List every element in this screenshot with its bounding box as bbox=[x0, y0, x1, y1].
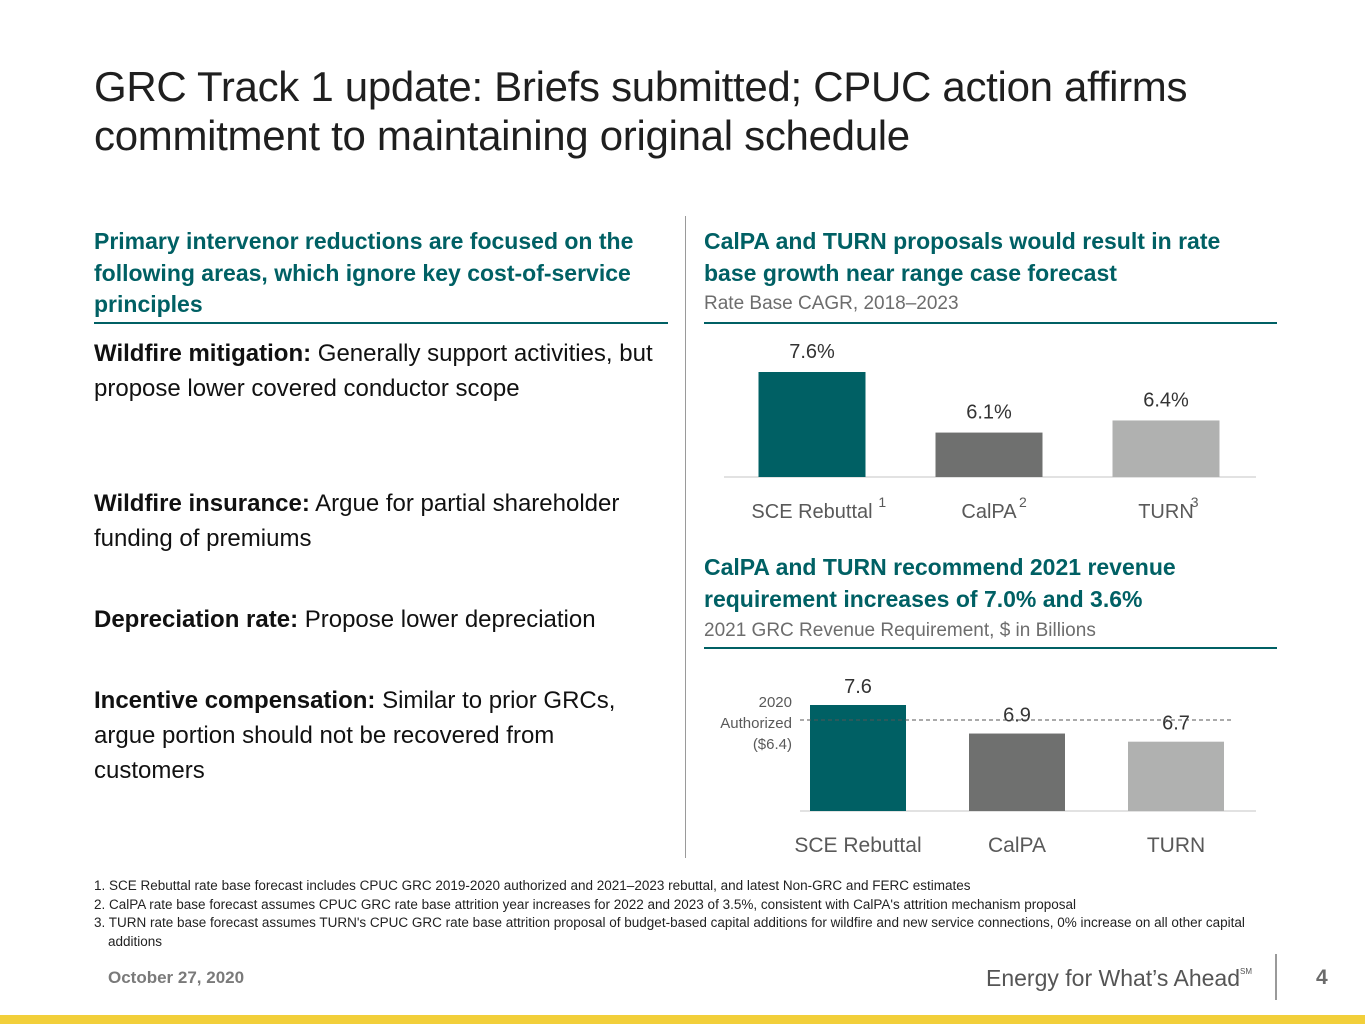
chart2-category-label-2: TURN bbox=[1147, 834, 1205, 857]
footnote-3: 3. TURN rate base forecast assumes TURN'… bbox=[94, 915, 1245, 949]
list-item-text: Similar to prior GRCs, argue portion sho… bbox=[94, 687, 616, 784]
chart1-heading-rule bbox=[704, 322, 1277, 324]
chart1-footnote-mark-1: 2 bbox=[1019, 494, 1027, 510]
page-title-line2: commitment to maintaining original sched… bbox=[94, 112, 910, 159]
chart1-category-label-0: SCE Rebuttal bbox=[751, 501, 872, 523]
list-item-text: Argue for partial shareholder funding of… bbox=[94, 490, 620, 552]
list-item-wildfire-mitigation: Wildfire mitigation: Generally support a… bbox=[94, 336, 669, 406]
footer-divider bbox=[1275, 954, 1277, 1000]
chart2-bar-0 bbox=[810, 705, 906, 811]
chart1-value-label-2: 6.4% bbox=[1143, 389, 1189, 411]
chart2-reference-label-3: ($6.4) bbox=[753, 736, 792, 753]
footnote-2: 2. CalPA rate base forecast assumes CPUC… bbox=[94, 896, 1077, 912]
footnotes: 1. SCE Rebuttal rate base forecast inclu… bbox=[94, 877, 1294, 951]
list-item-wildfire-insurance: Wildfire insurance: Argue for partial sh… bbox=[94, 486, 669, 556]
footer-tagline: Energy for What’s AheadSM bbox=[986, 965, 1252, 992]
accent-bar bbox=[0, 1015, 1365, 1024]
list-item-label: Wildfire insurance: bbox=[94, 490, 310, 517]
chart1-bar-2 bbox=[1112, 420, 1220, 477]
footer-date: October 27, 2020 bbox=[108, 968, 245, 987]
chart2-bar-1 bbox=[969, 733, 1065, 811]
chart2-reference-label-2: Authorized bbox=[720, 715, 792, 732]
chart1-value-label-1: 6.1% bbox=[966, 402, 1012, 424]
chart1-bar-1 bbox=[935, 432, 1043, 477]
list-item-incentive-compensation: Incentive compensation: Similar to prior… bbox=[94, 683, 669, 788]
chart1-footnote-mark-2: 3 bbox=[1191, 494, 1199, 510]
left-heading-rule bbox=[94, 322, 668, 324]
left-section-heading: Primary intervenor reductions are focuse… bbox=[94, 228, 634, 317]
page-title: GRC Track 1 update: Briefs submitted; CP… bbox=[94, 62, 1274, 160]
list-item-text: Generally support activities, but propos… bbox=[94, 340, 653, 402]
chart1-heading: CalPA and TURN proposals would result in… bbox=[704, 228, 1221, 286]
chart2-heading-rule bbox=[704, 647, 1277, 649]
page-number: 4 bbox=[1316, 966, 1328, 989]
list-item-depreciation-rate: Depreciation rate: Propose lower depreci… bbox=[94, 602, 669, 637]
chart2-category-label-1: CalPA bbox=[988, 834, 1046, 857]
chart2-category-label-0: SCE Rebuttal bbox=[794, 834, 921, 857]
chart2-revenue-requirement: 7.6 SCE Rebuttal 6.9 CalPA 6.7 TURN 2020 Author… bbox=[720, 676, 1256, 857]
service-mark: SM bbox=[1240, 967, 1252, 976]
chart1-footnote-mark-0: 1 bbox=[878, 494, 886, 510]
chart2-reference-label-1: 2020 bbox=[759, 694, 792, 711]
chart2-value-label-0: 7.6 bbox=[844, 676, 872, 698]
footnote-1: 1. SCE Rebuttal rate base forecast inclu… bbox=[94, 878, 971, 893]
chart1-subtitle: Rate Base CAGR, 2018–2023 bbox=[704, 293, 959, 314]
chart1-category-label-2: TURN bbox=[1138, 501, 1194, 523]
chart1-bar-0 bbox=[758, 372, 866, 477]
chart1-value-label-0: 7.6% bbox=[789, 341, 835, 363]
chart2-value-label-2: 6.7 bbox=[1162, 713, 1190, 735]
chart2-heading: CalPA and TURN recommend 2021 revenue re… bbox=[704, 554, 1176, 612]
column-divider bbox=[685, 216, 686, 858]
list-item-text: Propose lower depreciation bbox=[304, 606, 596, 633]
tagline-text: Energy for What’s Ahead bbox=[986, 965, 1240, 991]
chart2-subtitle: 2021 GRC Revenue Requirement, $ in Billi… bbox=[704, 620, 1096, 641]
chart1-category-label-1: CalPA bbox=[961, 501, 1017, 523]
list-item-label: Wildfire mitigation: bbox=[94, 340, 312, 367]
chart2-bar-2 bbox=[1128, 741, 1224, 811]
list-item-label: Depreciation rate: bbox=[94, 606, 299, 633]
page-title-line1: GRC Track 1 update: Briefs submitted; CP… bbox=[94, 63, 1188, 110]
chart2-value-label-1: 6.9 bbox=[1003, 705, 1031, 727]
list-item-label: Incentive compensation: bbox=[94, 687, 376, 714]
